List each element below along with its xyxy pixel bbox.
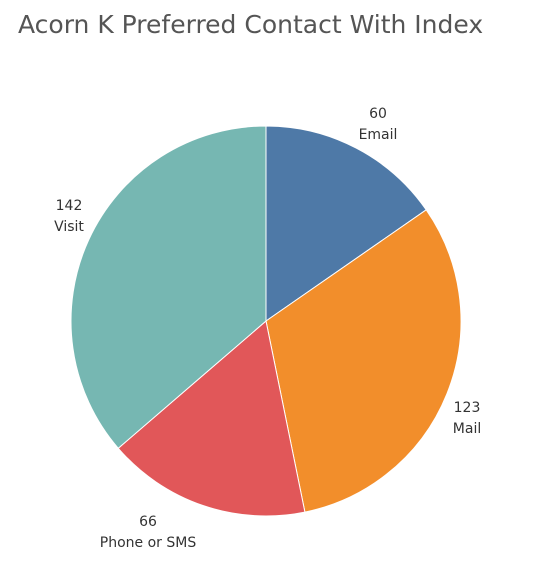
pie-slices (70, 125, 462, 517)
slice-value-visit: 142 (56, 198, 83, 214)
pie-labels: 60 Email 123 Mail 66 Phone or SMS 142 Visit (54, 106, 481, 551)
slice-value-phone-or-sms: 66 (139, 514, 157, 530)
slice-label-visit: Visit (54, 219, 84, 235)
slice-label-phone-or-sms: Phone or SMS (100, 535, 197, 551)
pie-slice-mail[interactable] (265, 209, 462, 513)
pie-slice-email[interactable] (265, 125, 427, 322)
pie-slice-visit[interactable] (70, 125, 267, 449)
pie-slice-phone-or-sms[interactable] (117, 320, 306, 517)
chart-title: Acorn K Preferred Contact With Index (18, 10, 484, 39)
slice-label-email: Email (359, 127, 398, 143)
slice-value-mail: 123 (454, 400, 481, 416)
slice-value-email: 60 (369, 106, 387, 122)
slice-label-mail: Mail (453, 421, 481, 437)
